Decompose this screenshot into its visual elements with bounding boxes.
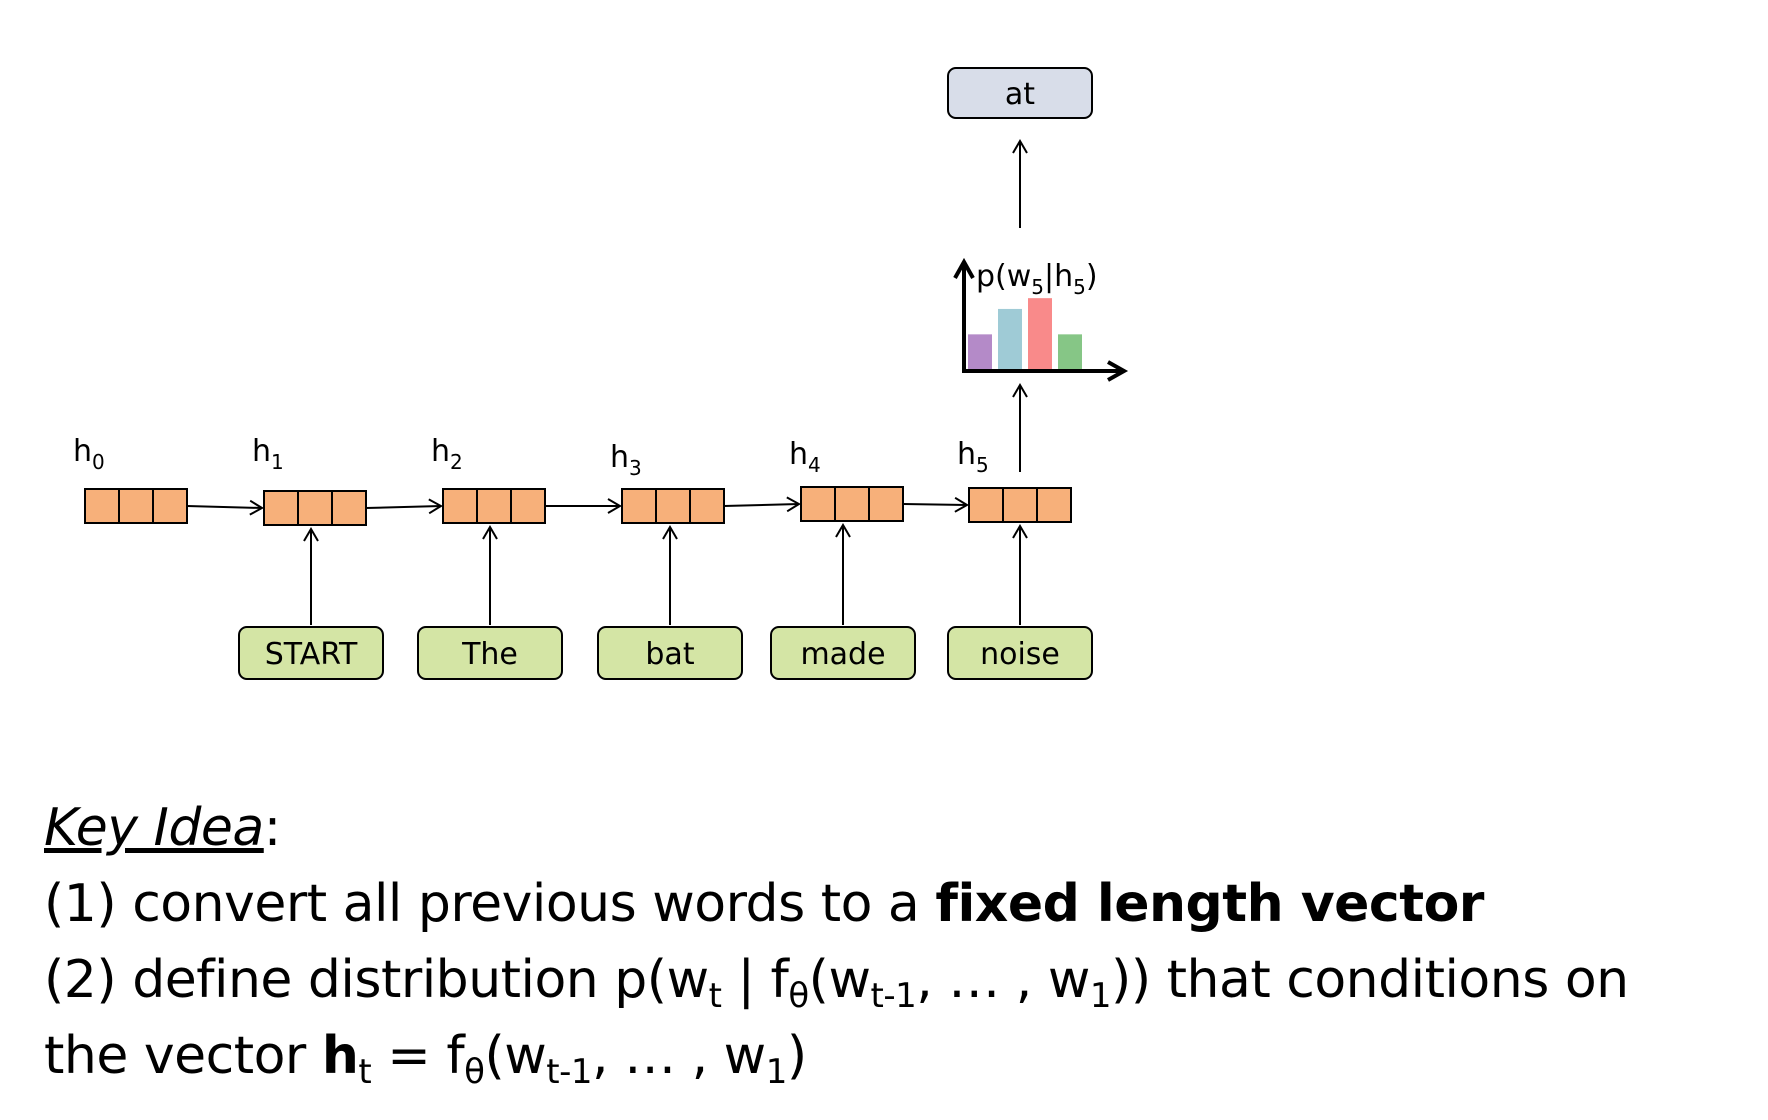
hidden-state-vector-0 [84,488,188,524]
rnn-language-model-diagram: at p(w5|h5) h0 h1 h2 h3 h4 h5 START The bat made… [73,67,1129,680]
hidden-state-vector-1 [263,490,367,526]
hidden-cell [1002,487,1038,523]
input-word-box: bat [597,626,743,680]
line3-part-e: ) [786,1026,807,1086]
input-word-label: The [461,637,518,672]
hidden-cell [118,488,154,524]
hidden-cell [331,490,367,526]
key-idea-heading-line: Key Idea: [44,790,1744,866]
line2-sub-t: t [708,976,722,1016]
line2-part-e: )) that conditions on [1111,950,1629,1010]
hidden-state-vector-3 [621,488,725,524]
hidden-cell [1036,487,1072,523]
line3-sub-tm1: t-1 [546,1052,593,1092]
recurrent-arrow [186,499,264,516]
line3-part-c: (w [484,1026,547,1086]
line3-sub-1: 1 [765,1052,788,1092]
input-word-box: The [417,626,563,680]
hidden-state-label-0: h0 [73,434,105,474]
input-word-rect [238,626,384,680]
hidden-cell [84,488,120,524]
input-word-label: bat [645,637,694,672]
hidden-cell [297,490,333,526]
line3-part-b: = f [371,1026,465,1086]
line2-part-b: | f [721,950,789,1010]
input-word-box: START [238,626,384,680]
hidden-cell [655,488,691,524]
line1-bold: fixed length vector [935,874,1484,934]
hidden-cell [968,487,1004,523]
hidden-state-label-4: h4 [789,437,821,477]
hidden-cell [834,486,870,522]
line3-sub-theta: θ [464,1052,485,1092]
recurrent-arrow [902,496,969,513]
output-word-box: at [947,67,1093,119]
hidden-cell [689,488,725,524]
hidden-cell [868,486,904,522]
hidden-state-vector-2 [442,488,546,524]
input-word-box: made [770,626,916,680]
hidden-cell [263,490,299,526]
hidden-state-label-3: h3 [610,440,642,480]
input-word-box: noise [947,626,1093,680]
hidden-cell [510,488,546,524]
input-word-label: noise [980,637,1060,672]
key-idea-colon: : [263,798,282,858]
hidden-cell [152,488,188,524]
line2-sub-1: 1 [1089,976,1112,1016]
line3-part-a: the vector [44,1026,322,1086]
distribution-bar-4 [1058,334,1082,369]
line3-part-d: , … , w [592,1026,766,1086]
key-idea-line-2: (2) define distribution p(wt | fθ(wt-1, … [44,942,1744,1018]
line2-part-d: , … , w [916,950,1090,1010]
line3-sub-t: t [358,1052,372,1092]
key-idea-text: Key Idea: (1) convert all previous words… [44,790,1744,1094]
distribution-bar-3 [1028,298,1052,369]
hidden-state-vector-4 [800,486,904,522]
output-word-rect [947,67,1093,119]
input-word-label: made [800,637,885,672]
line1-text: (1) convert all previous words to a [44,874,936,934]
hidden-state-vector-5 [968,487,1072,523]
line2-sub-theta: θ [788,976,809,1016]
input-word-rect [770,626,916,680]
hidden-cell [476,488,512,524]
input-word-rect [947,626,1093,680]
line3-bold-h: h [321,1026,359,1086]
distribution-label: p(w5|h5) [976,259,1098,299]
distribution-bar-1 [968,334,992,369]
hidden-state-label-2: h2 [431,434,463,474]
output-word-label: at [1005,77,1035,112]
recurrent-arrow [365,498,443,515]
input-word-rect [597,626,743,680]
input-word-label: START [265,637,358,672]
key-idea-line-3: the vector ht = fθ(wt-1, … , w1) [44,1018,1744,1094]
key-idea-line-1: (1) convert all previous words to a fixe… [44,866,1744,942]
line2-part-a: (2) define distribution p(w [44,950,709,1010]
input-word-rect [417,626,563,680]
recurrent-arrow [723,496,801,513]
hidden-cell [800,486,836,522]
distribution-bar-2 [998,308,1022,369]
line2-sub-tm1: t-1 [870,976,917,1016]
hidden-cell [621,488,657,524]
hidden-state-label-1: h1 [252,434,284,474]
key-idea-heading: Key Idea [44,798,264,858]
hidden-state-label-5: h5 [957,437,989,477]
hidden-cell [442,488,478,524]
line2-part-c: (w [808,950,871,1010]
